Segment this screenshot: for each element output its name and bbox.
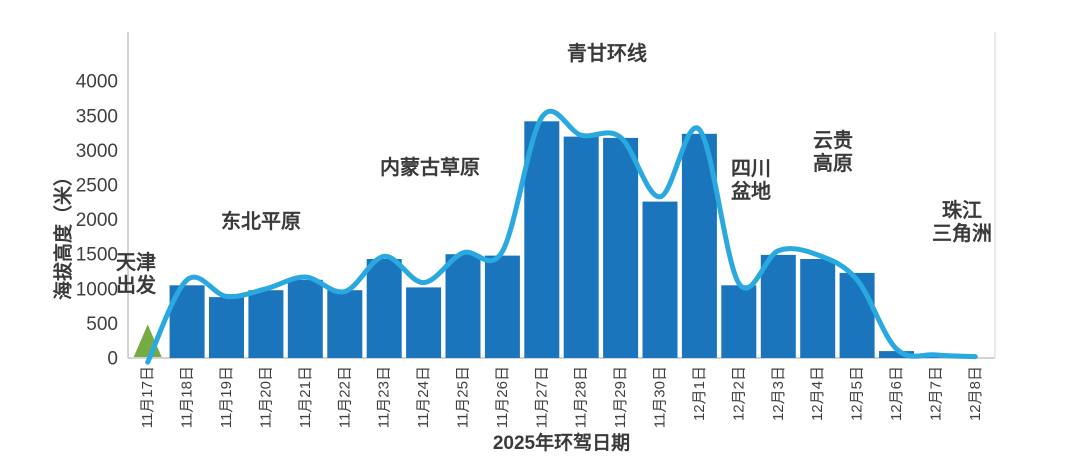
- region-label: 四川 盆地: [731, 158, 771, 203]
- x-tick-label: 12月3日: [770, 366, 787, 421]
- y-tick-label: 0: [107, 349, 118, 370]
- x-tick-label: 12月4日: [809, 366, 826, 421]
- y-axis-title: 海拔高度（米）: [53, 167, 75, 301]
- elevation-trend-line: [145, 108, 978, 365]
- bar-11月28日: [563, 136, 599, 358]
- x-tick-label: 11月19日: [218, 366, 235, 428]
- x-tick-label: 12月5日: [849, 366, 866, 421]
- bar-12月2日: [721, 285, 757, 358]
- x-tick-label: 12月7日: [927, 366, 944, 421]
- y-tick-label: 1500: [76, 245, 118, 266]
- x-tick-label: 11月24日: [415, 366, 432, 428]
- region-label: 青甘环线: [567, 43, 647, 65]
- x-tick-label: 11月20日: [257, 366, 274, 428]
- region-label: 东北平原: [221, 211, 301, 233]
- x-tick-label: 11月18日: [179, 366, 196, 428]
- y-tick-label: 3000: [76, 141, 118, 162]
- y-tick-label: 4000: [76, 72, 118, 93]
- x-tick-label: 12月1日: [691, 366, 708, 421]
- bar-11月24日: [406, 287, 442, 358]
- y-tick-label: 500: [86, 314, 118, 335]
- bar-11月20日: [248, 290, 284, 358]
- bar-11月27日: [524, 121, 560, 358]
- bar-12月5日: [839, 272, 875, 358]
- x-tick-label: 11月17日: [139, 366, 156, 428]
- bar-11月23日: [366, 259, 402, 358]
- x-tick-label: 12月8日: [967, 366, 984, 421]
- bar-11月26日: [484, 255, 520, 358]
- region-label: 天津 出发: [116, 252, 156, 297]
- x-axis-title: 2025年环驾日期: [492, 433, 631, 454]
- bar-11月29日: [603, 137, 639, 358]
- x-tick-label: 11月27日: [533, 366, 550, 428]
- y-tick-label: 2000: [76, 210, 118, 231]
- bar-12月6日: [879, 351, 914, 358]
- bar-11月21日: [287, 279, 323, 358]
- bar-11月25日: [445, 254, 481, 358]
- bar-11月19日: [209, 297, 244, 358]
- x-tick-label: 11月21日: [297, 366, 314, 428]
- x-tick-label: 11月22日: [336, 366, 353, 428]
- region-label: 云贵 高原: [813, 130, 853, 175]
- y-tick-label: 2500: [76, 176, 118, 197]
- region-label: 内蒙古草原: [380, 157, 480, 179]
- x-tick-label: 12月2日: [730, 366, 747, 421]
- x-tick-label: 11月26日: [494, 366, 511, 428]
- x-tick-label: 12月6日: [888, 366, 905, 421]
- x-tick-label: 11月23日: [376, 366, 393, 428]
- bar-11月22日: [327, 290, 363, 358]
- y-tick-label: 3500: [76, 106, 118, 127]
- region-label: 珠江 三角洲: [932, 200, 992, 245]
- y-tick-label: 1000: [76, 279, 118, 300]
- bar-12月3日: [760, 254, 796, 358]
- x-tick-label: 11月25日: [455, 366, 472, 428]
- x-tick-label: 11月28日: [573, 366, 590, 428]
- x-tick-label: 11月29日: [612, 366, 629, 428]
- bar-12月4日: [800, 259, 836, 358]
- bar-11月30日: [642, 201, 678, 358]
- x-tick-label: 11月30日: [652, 366, 669, 428]
